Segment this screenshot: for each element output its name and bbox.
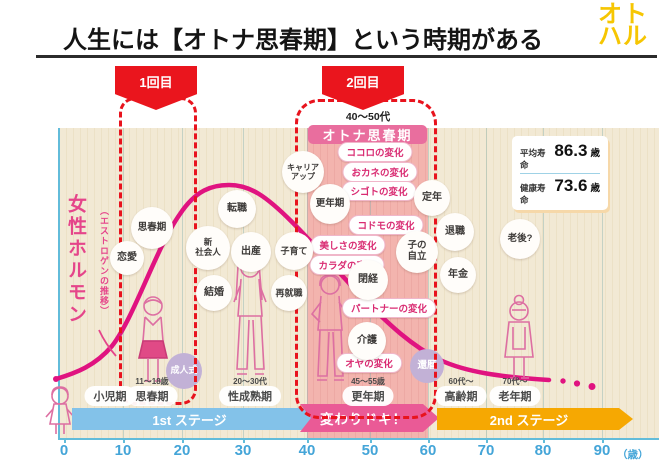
change-pill: シゴトの変化 [341, 181, 417, 201]
stage-age-label: 20〜30代 [233, 377, 267, 386]
otoharu-logo: オト ハル [598, 1, 648, 51]
logo-line1: オト [598, 1, 648, 28]
event-circle: 老後? [500, 219, 540, 259]
healthy-lifespan-row: 健康寿命 73.6 歳 [520, 176, 600, 206]
stage-age-label: 45〜55歳 [351, 377, 385, 386]
tickmark [602, 438, 604, 443]
tickmark [486, 438, 488, 443]
x-tick: 80 [534, 442, 552, 459]
hormone-axis-label: 女性ホルモン [65, 194, 86, 326]
first-stage-bar: 1st ステージ [72, 408, 317, 430]
healthy-lifespan-value: 73.6 [554, 176, 588, 195]
tickmark [64, 438, 66, 443]
event-circle: 閉経 [348, 260, 388, 300]
stage-pill-maturity: 性成熟期 [219, 386, 281, 406]
gridline-70 [486, 128, 487, 438]
event-circle: 結婚 [196, 275, 232, 311]
event-circle: 退職 [436, 213, 474, 251]
tickmark [182, 438, 184, 443]
title-underline [36, 55, 657, 58]
x-tick: 70 [477, 442, 495, 459]
page-title: 人生には【オトナ思春期】という時期がある [63, 27, 543, 54]
event-circle: 定年 [414, 180, 450, 216]
average-lifespan-value: 86.3 [554, 141, 588, 160]
stage-pill-childhood: 小児期 [84, 386, 136, 406]
event-circle: 子の 自立 [396, 231, 438, 273]
life-expectancy-box: 平均寿命 86.3 歳 健康寿命 73.6 歳 [512, 136, 608, 210]
logo-line2: ハル [598, 23, 648, 51]
tickmark [307, 438, 309, 443]
stage-age-label: 70代〜 [502, 377, 528, 386]
stage-pill-elderly: 老年期 [489, 386, 541, 406]
x-tick: 50 [361, 442, 379, 459]
flag-first-label: 1回目 [139, 75, 173, 90]
x-tick: 30 [234, 442, 252, 459]
x-tick: 40 [298, 442, 316, 459]
event-circle: 介護 [348, 322, 386, 360]
x-axis-line [58, 438, 659, 440]
stage-pill-menopause: 更年期 [342, 386, 394, 406]
lifebox-divider [520, 173, 600, 174]
gridline-90 [602, 128, 603, 438]
x-tick: 20 [173, 442, 191, 459]
tickmark [370, 438, 372, 443]
x-tick: 90 [593, 442, 611, 459]
adult-puberty-banner: オトナ思春期 [308, 125, 427, 144]
average-lifespan-unit: 歳 [590, 148, 600, 159]
event-circle: 子育て [275, 232, 313, 270]
tickmark [243, 438, 245, 443]
change-pill: パートナーの変化 [341, 298, 437, 318]
event-circle: 転職 [218, 190, 256, 228]
stage-pill-puberty: 思春期 [126, 386, 178, 406]
event-circle: 出産 [231, 232, 271, 272]
average-lifespan-row: 平均寿命 86.3 歳 [520, 141, 600, 171]
hormone-axis-sublabel: （エストロゲンの推移） [99, 206, 109, 316]
x-tick: 0 [59, 442, 69, 459]
x-tick: 60 [419, 442, 437, 459]
event-circle: 再就職 [271, 275, 307, 311]
tickmark [428, 438, 430, 443]
tickmark [123, 438, 125, 443]
stage-age-label: 60代〜 [448, 377, 474, 386]
event-circle: 更年期 [310, 184, 350, 224]
change-pill: 美しさの変化 [310, 235, 386, 255]
change-pill: ココロの変化 [337, 142, 413, 162]
event-circle: 恋愛 [110, 241, 144, 275]
event-circle: 年金 [440, 257, 476, 293]
stage-pill-senior: 高齢期 [435, 386, 487, 406]
x-axis-unit: （歳） [617, 449, 649, 461]
event-circle: 思春期 [131, 207, 173, 249]
change-pill: おカネの変化 [342, 162, 418, 182]
stage-age-label: 11〜18歳 [135, 377, 169, 386]
healthy-lifespan-label: 健康寿命 [520, 183, 546, 205]
flag-second-label: 2回目 [346, 75, 380, 90]
x-tick: 10 [114, 442, 132, 459]
tickmark [543, 438, 545, 443]
second-stage-bar: 2nd ステージ [437, 408, 633, 430]
event-circle: 新 社会人 [186, 226, 230, 270]
adult-puberty-age-range: 40〜50代 [345, 111, 391, 123]
average-lifespan-label: 平均寿命 [520, 148, 546, 170]
healthy-lifespan-unit: 歳 [590, 183, 600, 194]
